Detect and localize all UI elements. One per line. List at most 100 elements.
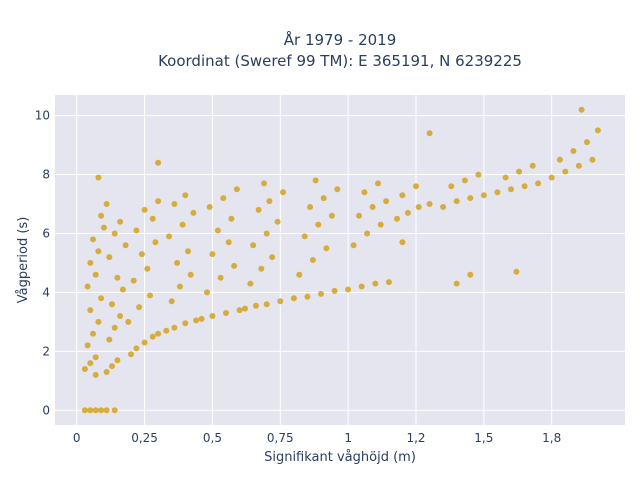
data-point: [119, 286, 126, 293]
data-point: [109, 301, 115, 308]
data-point: [87, 360, 94, 367]
data-point: [521, 183, 528, 190]
data-point: [475, 171, 482, 178]
x-tick-label: 0,5: [203, 431, 222, 445]
data-point: [90, 236, 96, 243]
data-point: [206, 204, 213, 210]
data-point: [95, 248, 102, 255]
data-point: [155, 159, 162, 166]
data-point: [136, 304, 143, 311]
chart-title-line1: År 1979 - 2019: [284, 30, 397, 49]
data-point: [307, 204, 314, 210]
y-tick-label: 0: [42, 403, 50, 417]
data-point: [90, 330, 96, 337]
data-point: [223, 310, 229, 316]
data-point: [594, 127, 601, 134]
x-tick-label: 0: [73, 431, 81, 445]
data-point: [369, 204, 376, 210]
data-point: [84, 342, 91, 349]
data-point: [149, 215, 156, 222]
x-tick-label: 1,2: [406, 431, 425, 445]
data-point: [130, 277, 137, 284]
data-point: [556, 156, 563, 163]
data-point: [358, 283, 365, 290]
data-point: [106, 336, 113, 343]
data-point: [171, 201, 178, 207]
data-point: [461, 177, 468, 184]
data-point: [92, 371, 99, 378]
data-point: [399, 192, 406, 199]
data-point: [375, 180, 381, 187]
data-point: [372, 280, 379, 287]
data-point: [114, 274, 121, 281]
data-point: [111, 324, 118, 331]
data-point: [508, 186, 514, 193]
data-point: [217, 274, 224, 281]
data-point: [92, 354, 99, 361]
data-point: [328, 212, 335, 219]
data-point: [214, 227, 221, 234]
data-point: [467, 195, 474, 202]
data-point: [535, 180, 542, 187]
data-point: [502, 174, 509, 181]
data-point: [301, 233, 308, 240]
data-point: [182, 192, 189, 199]
data-point: [399, 239, 406, 246]
data-point: [92, 271, 99, 278]
data-point: [98, 295, 105, 302]
data-point: [548, 174, 555, 181]
data-point: [179, 221, 186, 228]
data-point: [258, 265, 265, 272]
data-point: [323, 245, 330, 252]
data-point: [570, 148, 577, 154]
y-tick-label: 8: [42, 168, 50, 182]
data-point: [128, 351, 134, 358]
data-point: [81, 366, 88, 372]
data-point: [138, 251, 145, 258]
data-point: [141, 206, 148, 213]
data-point: [413, 183, 419, 190]
data-point: [182, 320, 189, 327]
data-point: [426, 130, 433, 137]
data-point: [87, 407, 94, 414]
data-point: [274, 218, 281, 225]
data-point: [453, 280, 460, 287]
y-axis-label: Vågperiod (s): [16, 217, 31, 304]
data-point: [453, 198, 460, 205]
data-point: [92, 407, 99, 414]
y-tick-label: 6: [42, 226, 50, 240]
data-point: [296, 271, 303, 278]
data-point: [109, 363, 115, 370]
data-point: [84, 283, 91, 290]
data-point: [155, 330, 162, 337]
data-point: [231, 262, 238, 269]
data-point: [209, 313, 216, 319]
plot-area: [55, 95, 625, 425]
data-point: [225, 239, 232, 246]
x-tick-label: 0,75: [267, 431, 294, 445]
data-point: [584, 139, 590, 146]
x-tick-label: 1: [344, 431, 352, 445]
data-point: [290, 295, 297, 302]
data-point: [98, 407, 105, 414]
data-point: [394, 215, 400, 222]
data-point: [155, 198, 162, 205]
data-point: [198, 315, 205, 322]
data-point: [318, 290, 324, 297]
points-layer: [81, 106, 601, 414]
data-point: [263, 301, 270, 308]
data-point: [103, 407, 110, 414]
data-point: [280, 189, 286, 196]
data-point: [426, 201, 433, 207]
data-point: [114, 357, 121, 364]
data-point: [269, 254, 276, 261]
data-point: [578, 106, 585, 113]
data-point: [277, 298, 284, 305]
data-point: [448, 183, 455, 190]
x-tick-label: 1,5: [474, 431, 493, 445]
y-tick-label: 2: [42, 344, 50, 358]
y-tick-label: 10: [35, 109, 50, 123]
data-point: [350, 242, 357, 249]
data-point: [315, 221, 322, 228]
